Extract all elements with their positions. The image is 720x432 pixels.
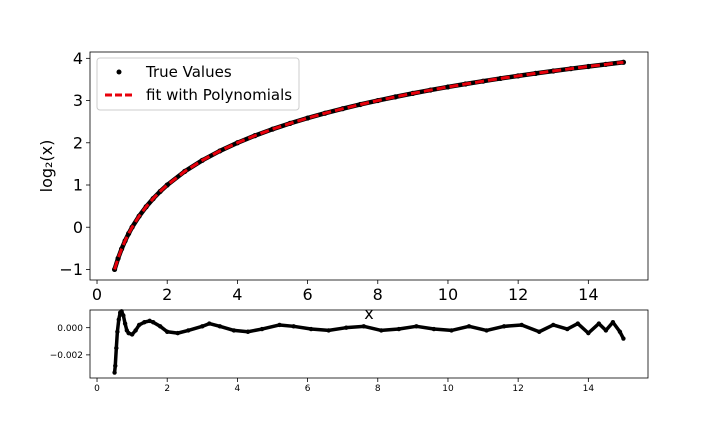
residual-point	[142, 320, 147, 325]
x-tick-label: 4	[235, 384, 241, 394]
y-tick-label: −0.002	[50, 351, 83, 361]
x-tick-label: 6	[302, 285, 312, 304]
residual-point	[565, 326, 570, 332]
x-tick-label: 14	[578, 285, 598, 304]
fit-line	[113, 60, 624, 270]
residual-point	[291, 324, 296, 329]
residual-point	[126, 330, 131, 336]
residual-point	[575, 321, 581, 326]
residual-point	[133, 328, 138, 333]
legend-box	[96, 57, 300, 111]
x-tick-label: 10	[438, 285, 458, 304]
residual-point	[112, 370, 117, 375]
residual-point	[379, 328, 384, 333]
bottom-plot-frame	[89, 309, 649, 379]
residual-point	[114, 345, 119, 351]
y-tick-label: 0.000	[57, 324, 83, 334]
residual-point	[361, 324, 366, 329]
top-x-axis-label: x	[364, 304, 373, 323]
residual-point	[603, 328, 609, 333]
x-tick-label: 6	[305, 384, 311, 394]
residual-point	[586, 330, 591, 336]
x-tick-label: 0	[92, 285, 102, 304]
residual-point	[610, 320, 616, 325]
residual-point	[484, 328, 489, 333]
residual-point	[449, 328, 454, 333]
residual-point	[259, 326, 265, 332]
residual-point	[414, 324, 419, 329]
residual-point	[122, 321, 128, 326]
residual-point	[186, 328, 191, 333]
residual-point	[150, 320, 156, 325]
residual-point	[121, 313, 126, 318]
x-tick-label: 14	[583, 384, 595, 394]
y-tick-label: 3	[73, 91, 83, 110]
residual-point	[343, 325, 349, 330]
y-tick-label: 4	[73, 49, 83, 68]
residual-point	[537, 329, 542, 334]
top-series-group	[111, 59, 627, 273]
true-values-point	[445, 84, 451, 90]
residual-point	[175, 330, 180, 336]
x-tick-label: 2	[164, 384, 170, 394]
residual-point	[113, 363, 118, 368]
legend: True Values fit with Polynomials	[96, 57, 300, 111]
x-tick-label: 2	[162, 285, 172, 304]
residual-trace	[112, 309, 626, 375]
bottom-series-group	[112, 309, 626, 375]
y-tick-label: −1	[59, 260, 83, 279]
residual-point	[217, 324, 223, 329]
residual-point	[119, 309, 124, 314]
true-values-point	[304, 115, 311, 121]
residual-point	[617, 329, 623, 334]
residual-point	[115, 329, 120, 334]
x-tick-label: 0	[94, 384, 100, 394]
residual-point	[621, 336, 626, 341]
residual-point	[519, 322, 524, 328]
residual-point	[501, 324, 507, 329]
bottom-panel: 0 2 4 6 8 10 12 14 0.000 −0.002	[50, 309, 649, 394]
y-tick-label: 2	[73, 133, 83, 152]
residual-point	[596, 321, 602, 326]
residual-point	[308, 326, 314, 332]
x-tick-label: 8	[375, 384, 381, 394]
residual-point	[396, 326, 402, 332]
residual-point	[165, 329, 170, 334]
x-tick-label: 10	[442, 384, 454, 394]
x-tick-label: 12	[508, 285, 528, 304]
top-plot-frame	[89, 51, 649, 281]
top-y-axis-label: log₂(x)	[37, 140, 56, 193]
residual-point	[245, 329, 251, 334]
residual-point	[431, 326, 437, 332]
x-tick-label: 4	[232, 285, 242, 304]
residual-point	[116, 317, 121, 322]
residual-point	[551, 322, 556, 328]
residual-point	[200, 324, 205, 329]
legend-label-true-values: True Values	[145, 63, 232, 81]
residual-point	[326, 328, 331, 333]
x-tick-label: 12	[512, 384, 523, 394]
residual-point	[136, 322, 142, 328]
y-tick-label: 1	[73, 176, 83, 195]
legend-marker-true-values	[116, 69, 122, 75]
legend-label-fit: fit with Polynomials	[146, 86, 292, 104]
residual-point	[207, 321, 212, 326]
residual-point	[277, 322, 282, 328]
residual-point	[231, 328, 237, 333]
x-tick-label: 8	[373, 285, 383, 304]
bottom-axis-ticks: 0 2 4 6 8 10 12 14 0.000 −0.002	[50, 324, 595, 394]
residual-point	[147, 318, 152, 324]
residual-point	[157, 324, 163, 329]
residual-point	[466, 324, 472, 329]
y-tick-label: 0	[73, 218, 83, 237]
residual-point	[129, 332, 135, 337]
